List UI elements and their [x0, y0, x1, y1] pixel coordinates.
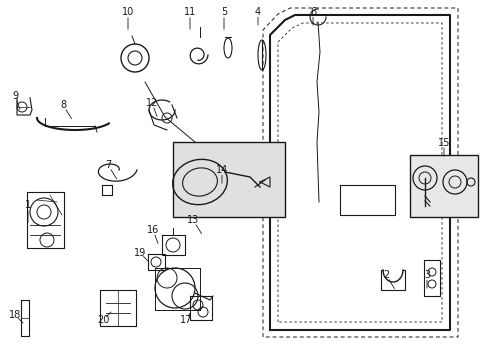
Text: 10: 10: [122, 7, 134, 17]
Text: 12: 12: [145, 98, 158, 108]
Text: 19: 19: [134, 248, 146, 258]
Text: 5: 5: [221, 7, 226, 17]
Text: 1: 1: [25, 200, 31, 210]
Text: 3: 3: [423, 270, 429, 280]
Text: 6: 6: [309, 7, 315, 17]
Text: 18: 18: [9, 310, 21, 320]
Text: 13: 13: [186, 215, 199, 225]
Text: 14: 14: [215, 165, 228, 175]
Text: 4: 4: [254, 7, 261, 17]
Text: 9: 9: [12, 91, 18, 101]
Text: 20: 20: [97, 315, 109, 325]
Text: 16: 16: [146, 225, 159, 235]
Bar: [409, 155, 477, 217]
Text: 7: 7: [104, 160, 111, 170]
Text: 17: 17: [180, 315, 192, 325]
Text: 15: 15: [437, 138, 449, 148]
Text: 8: 8: [60, 100, 66, 110]
Bar: [173, 142, 285, 217]
Text: 2: 2: [382, 270, 388, 280]
Text: 11: 11: [183, 7, 196, 17]
